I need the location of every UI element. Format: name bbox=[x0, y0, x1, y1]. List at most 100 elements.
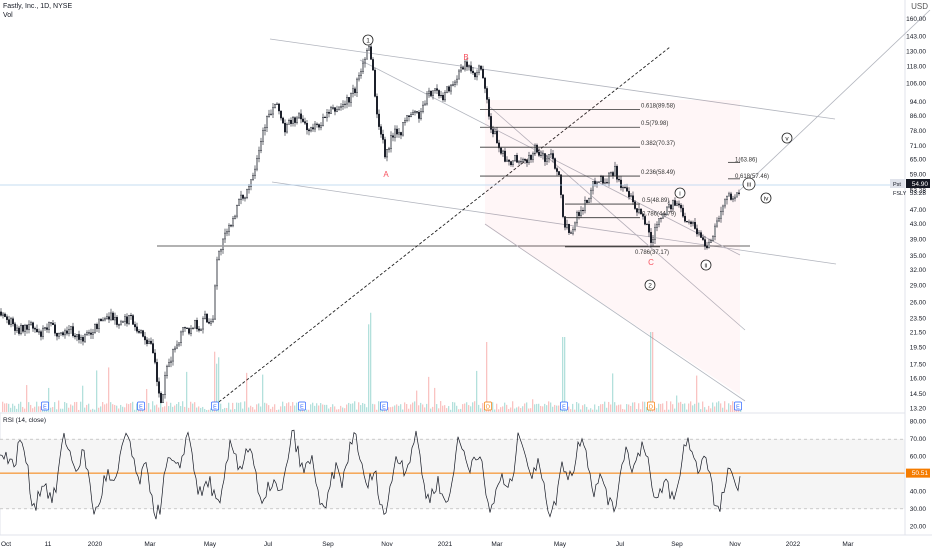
candle-body bbox=[556, 168, 559, 172]
volume-bar bbox=[614, 402, 616, 412]
wave-label: v bbox=[785, 135, 789, 142]
candle-body bbox=[201, 318, 204, 330]
volume-bar bbox=[714, 406, 716, 412]
time-tick-label: Mar bbox=[144, 541, 156, 548]
channel-line bbox=[269, 38, 836, 120]
candle-body bbox=[13, 323, 16, 331]
volume-bar bbox=[20, 401, 22, 412]
volume-bar bbox=[214, 351, 216, 412]
candle-body bbox=[229, 225, 232, 227]
candle-body bbox=[205, 313, 208, 323]
volume-bar bbox=[450, 409, 452, 412]
candle-body bbox=[266, 116, 269, 128]
volume-bar bbox=[478, 404, 480, 412]
volume-bar bbox=[296, 402, 298, 412]
candle-body bbox=[237, 199, 240, 206]
time-tick-label: May bbox=[554, 541, 567, 548]
volume-bar bbox=[346, 404, 348, 412]
volume-bar bbox=[128, 404, 130, 412]
volume-bar bbox=[408, 408, 410, 412]
volume-bar bbox=[520, 408, 522, 412]
candle-body bbox=[223, 232, 226, 240]
wave-label-circle bbox=[760, 192, 772, 204]
volume-bar bbox=[396, 404, 398, 412]
candle-body bbox=[75, 334, 78, 338]
candle-body bbox=[534, 144, 537, 154]
candle-body bbox=[364, 58, 367, 64]
candle-body bbox=[418, 112, 421, 119]
event-marker bbox=[734, 401, 742, 411]
candle-body bbox=[722, 205, 725, 212]
volume-bar bbox=[542, 406, 544, 412]
volume-bar bbox=[502, 406, 504, 412]
candle-body bbox=[520, 161, 523, 163]
candle-body bbox=[638, 208, 641, 213]
volume-bar bbox=[476, 370, 478, 412]
candle-body bbox=[376, 96, 379, 115]
candle-body bbox=[408, 115, 411, 118]
candle-body bbox=[260, 141, 263, 152]
rsi-tick-label: 60.00 bbox=[910, 454, 927, 461]
price-tick-label: 21.50 bbox=[910, 329, 927, 336]
volume-bar bbox=[86, 404, 88, 412]
price-tick-label: 19.50 bbox=[910, 345, 927, 352]
channel-line bbox=[484, 223, 746, 402]
volume-bar bbox=[4, 403, 6, 412]
candle-body bbox=[46, 327, 49, 330]
volume-bar bbox=[528, 408, 530, 412]
volume-bar bbox=[608, 401, 610, 412]
candle-body bbox=[256, 158, 259, 170]
candle-body bbox=[488, 99, 491, 117]
candle-body bbox=[404, 120, 407, 123]
candle-body bbox=[99, 318, 102, 322]
candle-body bbox=[81, 337, 84, 342]
volume-bar bbox=[170, 402, 172, 412]
volume-bar bbox=[390, 407, 392, 412]
candle-body bbox=[137, 330, 140, 333]
price-tick-label: 59.00 bbox=[910, 172, 927, 179]
candle-body bbox=[207, 321, 210, 324]
volume-bar bbox=[716, 402, 718, 412]
candle-body bbox=[280, 110, 283, 119]
volume-bar bbox=[420, 402, 422, 412]
candle-body bbox=[11, 318, 14, 325]
fib-label: 0.618(89.58) bbox=[641, 104, 675, 110]
volume-bar bbox=[164, 406, 166, 412]
candle-body bbox=[656, 224, 659, 228]
candle-body bbox=[95, 324, 98, 329]
price-tick-label: 130.00 bbox=[906, 48, 926, 55]
volume-bar bbox=[116, 405, 118, 412]
volume-bar bbox=[84, 407, 86, 412]
candle-body bbox=[570, 232, 573, 234]
volume-bar bbox=[344, 408, 346, 412]
volume-bar bbox=[434, 387, 436, 412]
candle-body bbox=[410, 114, 413, 118]
candle-body bbox=[416, 111, 419, 113]
candle-body bbox=[28, 324, 31, 330]
candle-body bbox=[241, 194, 244, 199]
candle-body bbox=[504, 150, 507, 162]
candle-body bbox=[121, 321, 124, 323]
price-tick-label: 118.00 bbox=[907, 64, 927, 71]
volume-bar bbox=[560, 409, 562, 412]
volume-bar bbox=[650, 332, 652, 412]
volume-bar bbox=[482, 403, 484, 412]
candle-body bbox=[334, 107, 337, 112]
volume-bar bbox=[274, 404, 276, 412]
volume-bar bbox=[284, 406, 286, 412]
volume-bar bbox=[326, 404, 328, 412]
candle-body bbox=[440, 95, 443, 97]
volume-bar bbox=[440, 401, 442, 412]
candle-body bbox=[674, 200, 677, 206]
candle-body bbox=[352, 88, 355, 94]
symbol-title: Fastly, Inc., 1D, NYSE bbox=[3, 3, 73, 10]
candle-body bbox=[704, 239, 707, 247]
candle-body bbox=[274, 103, 277, 108]
volume-bar bbox=[406, 404, 408, 412]
volume-bar bbox=[550, 402, 552, 412]
candle-body bbox=[432, 90, 435, 96]
candle-body bbox=[282, 117, 285, 124]
volume-bar bbox=[632, 402, 634, 412]
